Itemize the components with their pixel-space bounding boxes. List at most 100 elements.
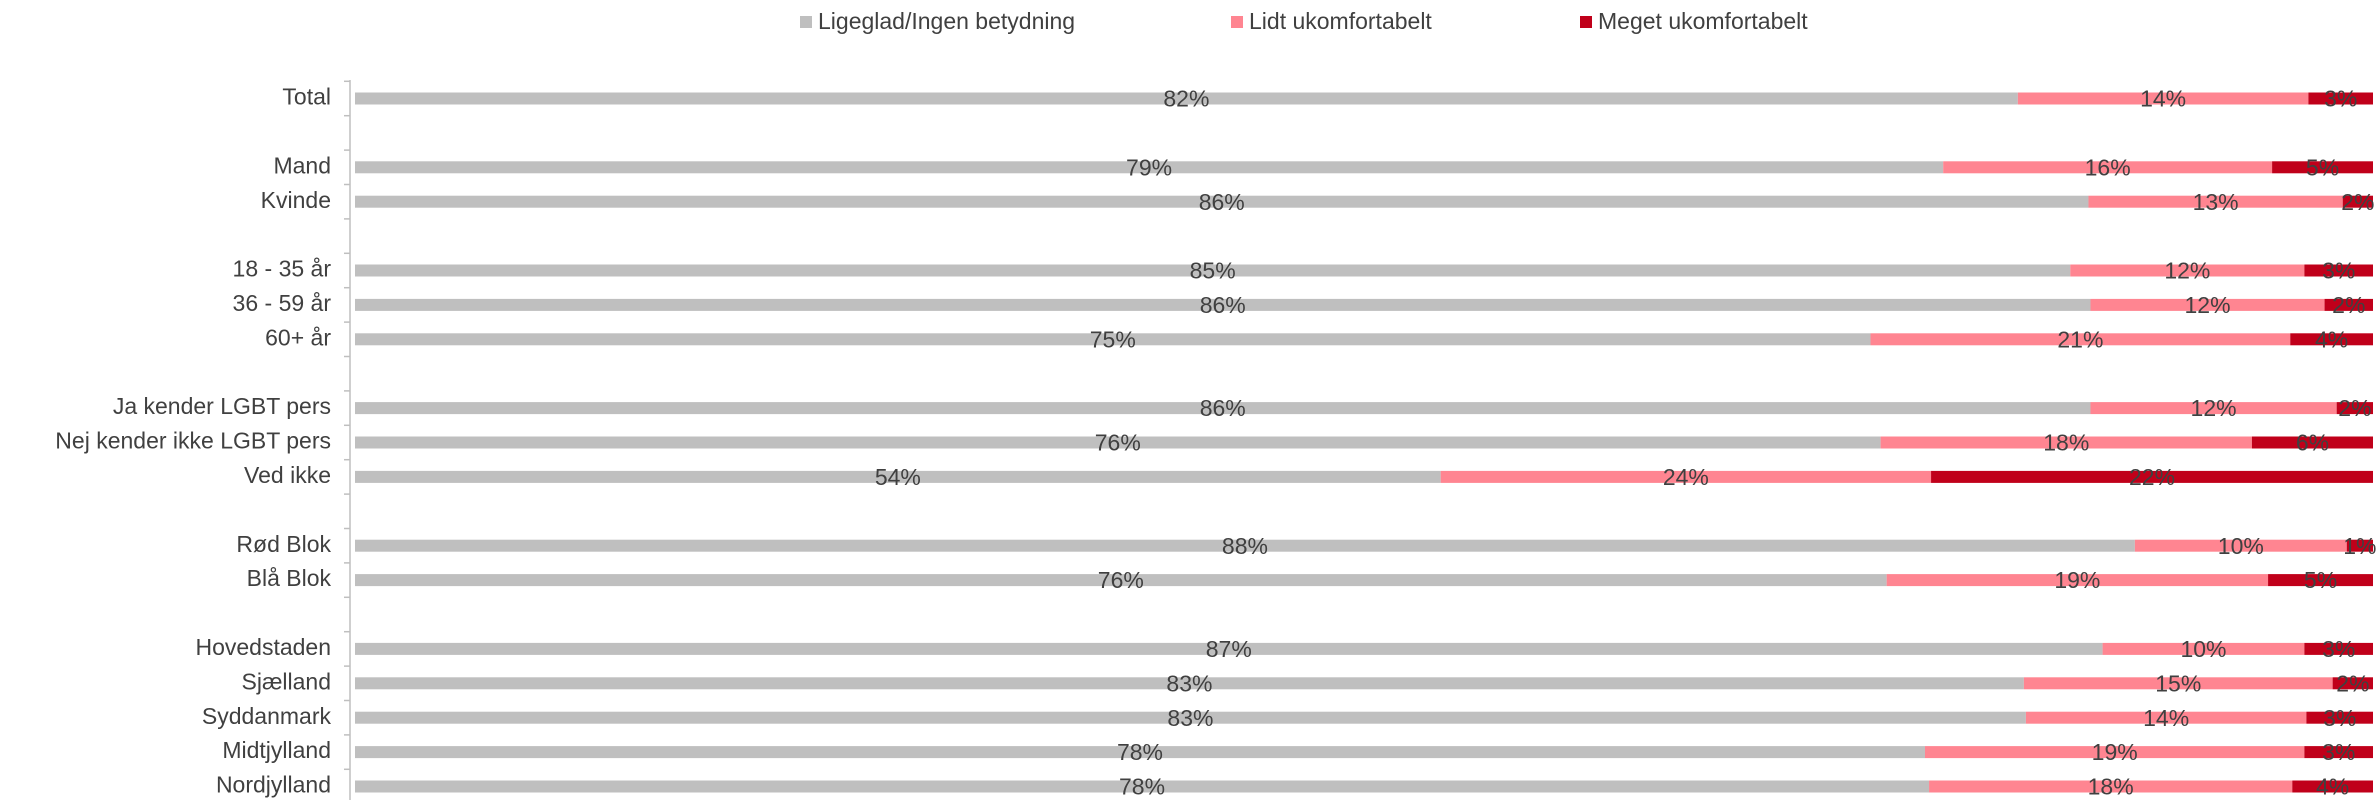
data-label: 3% [2322,258,2355,284]
data-label: 19% [2054,567,2100,593]
bar-segment [355,264,2071,277]
data-label: 3% [2324,86,2357,112]
data-label: 10% [2180,636,2226,662]
y-tick-label: Syddanmark [202,703,332,729]
y-tick-label: Nordjylland [216,772,331,798]
bar-segment [355,642,2103,655]
bar-segment [2090,402,2337,415]
bar-segment [2308,92,2373,105]
y-tick-label: Hovedstaden [195,634,331,660]
bar-segment [2251,436,2373,449]
data-label: 86% [1200,395,1246,421]
data-label: 10% [2218,533,2264,559]
data-label: 2% [2332,292,2365,318]
data-label: 78% [1117,739,1163,765]
data-label: 15% [2155,670,2201,696]
data-label: 12% [2185,292,2231,318]
data-label: 75% [1090,326,1136,352]
bar-segment [355,574,1887,587]
data-label: 18% [2088,774,2134,800]
bar-segment [1886,574,2269,587]
bar-segment [2088,195,2343,208]
bar-segment [2290,333,2373,346]
bar-segment [355,436,1881,449]
y-tick-label: Total [282,84,331,110]
data-label: 78% [1119,774,1165,800]
bar-segment [1870,333,2291,346]
bar-segment [2070,264,2305,277]
data-label: 21% [2057,326,2103,352]
bar-segment [355,780,1930,793]
data-label: 83% [1167,705,1213,731]
y-tick-label: 36 - 59 år [233,290,332,316]
data-label: 54% [875,464,921,490]
bar-segment [2332,677,2373,690]
bar-segment [1880,436,2252,449]
data-label: 82% [1163,86,1209,112]
data-label: 12% [2164,258,2210,284]
data-label: 22% [2129,464,2175,490]
data-label: 5% [2304,567,2337,593]
bar-segment [2090,298,2325,311]
bar-segment [2292,780,2373,793]
data-label: 12% [2191,395,2237,421]
bar-segment [2102,642,2305,655]
bar-segment [1925,746,2305,759]
data-label: 4% [2316,774,2349,800]
bar-segment [355,161,1944,174]
bar-segment [2134,539,2347,552]
data-label: 16% [2085,154,2131,180]
data-label: 79% [1126,154,1172,180]
bar-segment [355,746,1926,759]
y-tick-label: Kvinde [261,187,331,213]
y-tick-label: Mand [273,152,331,178]
data-label: 3% [2322,636,2355,662]
y-tick-label: Nej kender ikke LGBT pers [55,428,331,454]
bar-segment [2272,161,2373,174]
legend-label: Meget ukomfortabelt [1598,8,1808,34]
data-label: 85% [1190,258,1236,284]
y-tick-label: 60+ år [265,324,331,350]
bar-segment [1943,161,2273,174]
data-label: 18% [2043,430,2089,456]
legend-swatch [1231,16,1243,28]
bar-segment [1440,470,1932,483]
bar-segment [355,402,2091,415]
bar-segment [355,470,1441,483]
data-label: 4% [2315,326,2348,352]
data-label: 86% [1199,189,1245,215]
bar-segment [1929,780,2293,793]
data-label: 86% [1200,292,1246,318]
bar-segment [355,711,2026,724]
bar-segment [2346,539,2373,552]
data-label: 14% [2140,86,2186,112]
bar-segment [355,195,2089,208]
bar-segment [2342,195,2373,208]
y-tick-label: Midtjylland [222,737,331,763]
bar-segment [2304,264,2373,277]
bar-segment [355,298,2091,311]
data-label: 6% [2296,430,2329,456]
data-label: 24% [1663,464,1709,490]
bar-segment [2268,574,2373,587]
bar-segment [355,677,2024,690]
data-label: 19% [2092,739,2138,765]
data-label: 13% [2193,189,2239,215]
data-label: 76% [1098,567,1144,593]
legend-swatch [800,16,812,28]
bar-segment [2304,642,2373,655]
bar-segment [2025,711,2307,724]
data-label: 1% [2343,533,2376,559]
bar-segment [2336,402,2373,415]
legend-swatch [1580,16,1592,28]
bar-segment [355,92,2018,105]
data-label: 2% [2338,395,2371,421]
legend-label: Ligeglad/Ingen betydning [818,8,1075,34]
bar-segment [1931,470,2373,483]
bar-segment [355,539,2135,552]
data-label: 87% [1206,636,1252,662]
bar-segment [2306,711,2373,724]
y-tick-label: Sjælland [242,668,332,694]
bar-segment [2304,746,2373,759]
